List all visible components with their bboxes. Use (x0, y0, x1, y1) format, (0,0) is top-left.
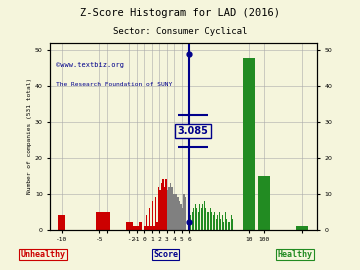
Bar (176, 194, 177, 230)
Bar (156, 222, 158, 230)
Bar (243, 58, 255, 230)
Bar (152, 201, 153, 230)
Bar (210, 208, 211, 230)
Bar (183, 194, 185, 230)
Bar (228, 222, 229, 230)
Bar (173, 194, 174, 230)
Bar (220, 219, 221, 230)
Bar (216, 219, 217, 230)
Bar (177, 197, 179, 230)
Bar (212, 215, 214, 229)
Bar (180, 204, 182, 230)
Bar (150, 226, 152, 229)
Bar (158, 187, 159, 230)
Text: Sector: Consumer Cyclical: Sector: Consumer Cyclical (113, 27, 247, 36)
Text: 3.085: 3.085 (177, 126, 208, 136)
Bar (219, 212, 220, 230)
Bar (162, 179, 164, 230)
Text: Score: Score (153, 250, 178, 259)
Bar (225, 212, 226, 230)
Bar (193, 208, 194, 230)
Bar (96, 212, 103, 230)
Bar (202, 204, 203, 230)
Bar (139, 222, 142, 230)
Bar (258, 176, 270, 230)
Bar (214, 212, 215, 230)
Bar (192, 212, 193, 230)
Bar (211, 212, 212, 230)
Bar (167, 190, 168, 230)
Bar (103, 212, 110, 230)
Bar (194, 204, 196, 230)
Bar (170, 183, 171, 230)
Bar (223, 222, 224, 230)
Bar (203, 201, 205, 230)
Bar (174, 194, 176, 230)
Bar (198, 212, 199, 230)
Bar (207, 212, 208, 230)
Y-axis label: Number of companies (531 total): Number of companies (531 total) (27, 78, 32, 194)
Text: The Research Foundation of SUNY: The Research Foundation of SUNY (56, 82, 172, 87)
Bar (189, 179, 190, 230)
Bar (230, 215, 232, 229)
Bar (296, 226, 308, 229)
Bar (221, 215, 223, 229)
Bar (126, 222, 132, 230)
Bar (190, 215, 192, 229)
Text: Z-Score Histogram for LAD (2016): Z-Score Histogram for LAD (2016) (80, 8, 280, 18)
Bar (205, 208, 206, 230)
Bar (229, 222, 230, 230)
Bar (196, 208, 197, 230)
Bar (182, 208, 183, 230)
Bar (208, 212, 210, 230)
Bar (171, 187, 173, 230)
Bar (58, 215, 65, 229)
Bar (146, 215, 147, 229)
Bar (161, 183, 162, 230)
Text: Unhealthy: Unhealthy (21, 250, 66, 259)
Bar (147, 226, 149, 229)
Bar (232, 219, 233, 230)
Bar (155, 197, 156, 230)
Bar (153, 226, 155, 229)
Bar (144, 226, 146, 229)
Bar (201, 208, 202, 230)
Bar (199, 204, 201, 230)
Text: ©www.textbiz.org: ©www.textbiz.org (56, 62, 124, 68)
Bar (159, 190, 161, 230)
Bar (149, 208, 150, 230)
Bar (226, 219, 228, 230)
Bar (165, 179, 167, 230)
Bar (179, 201, 180, 230)
Bar (164, 187, 165, 230)
Bar (133, 226, 140, 229)
Bar (185, 197, 186, 230)
Bar (217, 215, 219, 229)
Text: Healthy: Healthy (278, 250, 313, 259)
Bar (168, 187, 170, 230)
